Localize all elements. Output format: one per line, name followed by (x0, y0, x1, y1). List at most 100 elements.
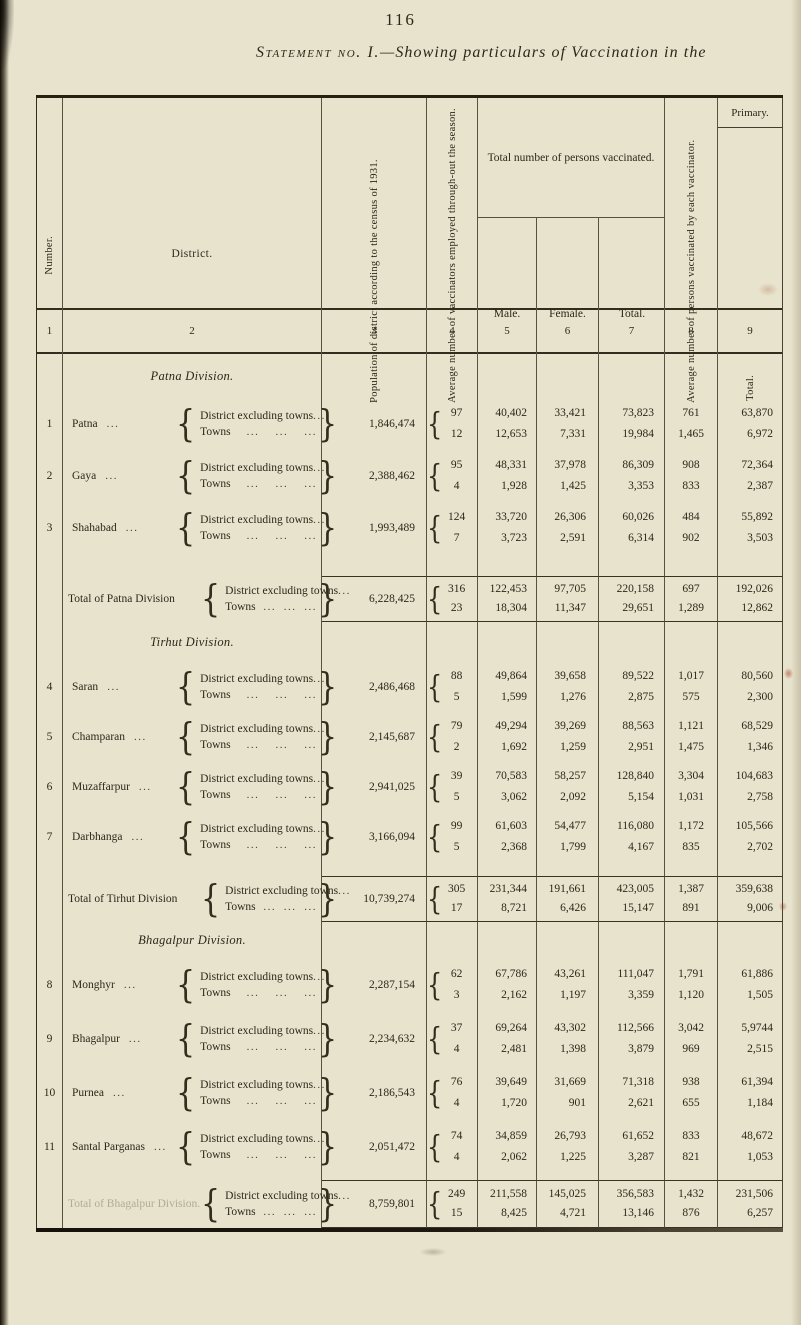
vaccinators-district-value: 79 (450, 720, 463, 732)
male-cell: 34,859 2,062 (478, 1120, 537, 1174)
scan-gutter-shadow (0, 0, 9, 1325)
vaccinators-stack: 37 4 (442, 1021, 477, 1057)
male-stack: 49,864 1,599 (478, 669, 536, 705)
dot-leader: ... (313, 462, 326, 474)
female-stack: 26,306 2,591 (537, 510, 598, 546)
row-number: 6 (46, 781, 53, 793)
row-label-district: District excluding towns (200, 514, 314, 526)
row-number-cell (36, 876, 63, 922)
row-number-cell: 4 (36, 662, 63, 712)
male-cell: 211,558 8,425 (478, 1180, 537, 1228)
vaccinators-stack: 39 5 (442, 769, 477, 805)
average-district-value: 1,121 (678, 720, 704, 732)
district-name: Total of Bhagalpur Division. (68, 1197, 201, 1210)
dot-leader: ... (313, 1079, 326, 1091)
dot-leader: ... (246, 426, 260, 438)
average-stack: 938 655 (665, 1075, 717, 1111)
row-label-towns: Towns (225, 1206, 256, 1218)
district-cell: Total of Bhagalpur Division.{District ex… (63, 1180, 349, 1228)
male-district-value: 33,720 (495, 511, 527, 523)
primary-district-value: 63,870 (741, 407, 773, 419)
primary-towns-value: 6,257 (747, 1207, 773, 1219)
population-value: 1,993,489 (369, 522, 415, 534)
district-excluding-towns-line: District excluding towns... (200, 1133, 324, 1145)
brace-open: { (176, 715, 196, 759)
male-cell: 40,402 12,653 (478, 398, 537, 450)
average-cell: 3,304 1,031 (665, 762, 718, 812)
towns-line: Towns......... (200, 530, 317, 542)
total-stack: 116,080 4,167 (599, 819, 664, 855)
brace-close: } (318, 963, 338, 1007)
district-row: 8 Monghyr...{District excluding towns... T… (36, 958, 783, 1012)
primary-cell: 63,870 6,972 (718, 398, 783, 450)
row-type-labels: District excluding towns... Towns........… (200, 971, 324, 999)
male-cell (478, 1174, 537, 1180)
dot-leader: ... (275, 739, 289, 751)
average-district-value: 908 (682, 459, 700, 471)
row-number: 8 (46, 979, 53, 991)
female-towns-value: 7,331 (560, 428, 586, 440)
district-cell: Muzaffarpur...{District excluding towns.… (63, 762, 324, 812)
total-cell: 60,026 6,314 (599, 502, 665, 554)
dot-leader: ... (313, 514, 326, 526)
primary-stack: 68,529 1,346 (718, 719, 782, 755)
brace-open: { (427, 768, 443, 806)
number-cell (36, 622, 63, 662)
average-district-value: 1,791 (678, 968, 704, 980)
total-district-value: 61,652 (622, 1130, 654, 1142)
vaccinators-cell (427, 1174, 478, 1180)
district-cell: Champaran...{District excluding towns...… (63, 712, 324, 762)
primary-towns-value: 3,503 (747, 532, 773, 544)
vaccinators-stack: 79 2 (442, 719, 477, 755)
column-index-7: 7 (599, 310, 665, 352)
primary-cell: 231,506 6,257 (718, 1180, 783, 1228)
female-stack: 191,661 6,426 (537, 882, 598, 916)
population-cell: } 1,993,489 (318, 502, 427, 554)
female-district-value: 31,669 (554, 1076, 586, 1088)
primary-district-value: 105,566 (735, 820, 773, 832)
vaccinators-district-value: 76 (450, 1076, 463, 1088)
district-name: Muzaffarpur (72, 781, 130, 793)
population-cell: } 1,846,474 (318, 398, 427, 450)
primary-cell (718, 922, 783, 958)
row-type-labels: District excluding towns... Towns........… (200, 1133, 324, 1161)
population-cell: } 2,234,632 (318, 1012, 427, 1066)
district-cell: Shahabad...{District excluding towns... T… (63, 502, 324, 554)
average-stack: 3,304 1,031 (665, 769, 717, 805)
dot-leader: ... (275, 689, 289, 701)
dot-leader: ... (338, 885, 351, 897)
row-label-towns: Towns (200, 689, 231, 701)
dot-leader: ... (304, 1095, 317, 1107)
header-male-label: Male. (493, 308, 521, 321)
population-cell: } 8,759,801 (318, 1180, 427, 1228)
dot-leader: ... (134, 731, 147, 743)
total-cell: 220,158 29,651 (599, 576, 665, 622)
brace-open: { (176, 963, 196, 1007)
brace-open: { (176, 1071, 196, 1115)
population-value: 2,287,154 (369, 979, 415, 991)
brace-open: { (427, 1185, 443, 1223)
average-towns-value: 1,031 (678, 791, 704, 803)
towns-line: Towns......... (200, 739, 317, 751)
row-label-district: District excluding towns (200, 673, 314, 685)
dot-leader: ... (112, 1087, 126, 1099)
average-cell: 484 902 (665, 502, 718, 554)
vaccinators-cell: {74 4 (427, 1120, 478, 1174)
primary-towns-value: 1,184 (747, 1097, 773, 1109)
primary-towns-value: 1,346 (747, 741, 773, 753)
brace-open: { (176, 1125, 196, 1169)
towns-line: Towns......... (200, 426, 317, 438)
male-towns-value: 18,304 (495, 602, 527, 614)
dot-leader: ... (304, 478, 317, 490)
average-district-value: 761 (682, 407, 700, 419)
average-towns-value: 876 (682, 1207, 700, 1219)
total-towns-value: 2,621 (628, 1097, 654, 1109)
population-cell: } 2,287,154 (318, 958, 427, 1012)
primary-cell: 72,364 2,387 (718, 450, 783, 502)
district-name-box: Monghyr... (63, 979, 176, 991)
average-district-value: 3,042 (678, 1022, 704, 1034)
average-cell: 1,121 1,475 (665, 712, 718, 762)
male-cell: 48,331 1,928 (478, 450, 537, 502)
row-label-district: District excluding towns (200, 971, 314, 983)
division-heading-cell: Bhagalpur Division. (63, 922, 322, 958)
